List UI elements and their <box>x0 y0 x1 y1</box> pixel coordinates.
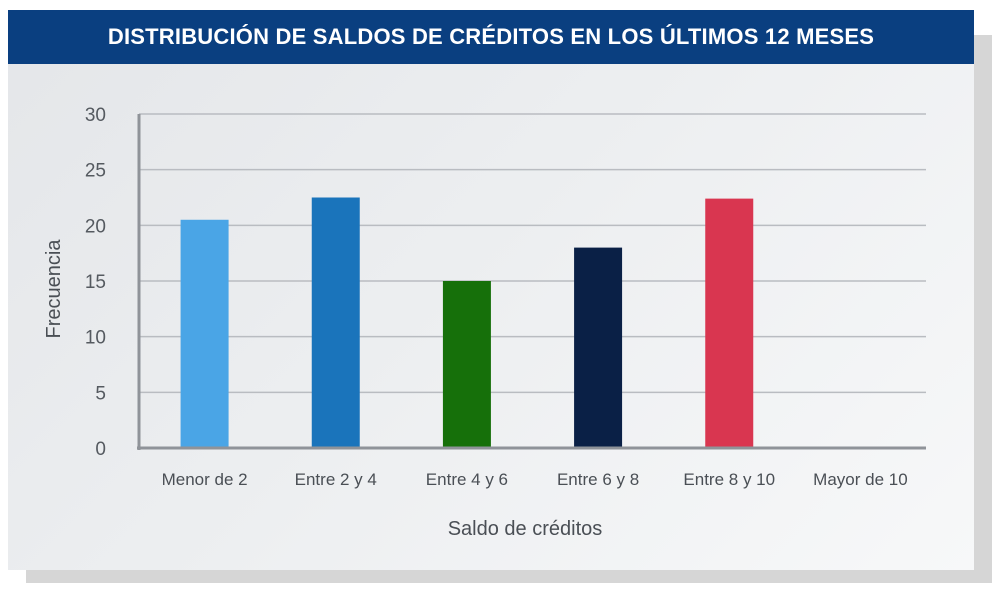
bar-3 <box>442 281 491 448</box>
x-tick-label: Entre 6 y 8 <box>557 470 639 489</box>
y-tick-label: 15 <box>85 272 106 293</box>
x-tick-label: Mayor de 10 <box>813 470 908 489</box>
y-tick-label: 5 <box>95 383 106 404</box>
axes <box>137 114 926 450</box>
chart-card: DISTRIBUCIÓN DE SALDOS DE CRÉDITOS EN LO… <box>8 10 974 570</box>
x-axis-title: Saldo de créditos <box>448 518 603 540</box>
x-tick-labels: Menor de 2 Entre 2 y 4 Entre 4 y 6 Entre 6 … <box>162 470 908 489</box>
x-tick-label: Entre 4 y 6 <box>426 470 508 489</box>
y-tick-label: 25 <box>85 161 106 182</box>
bar-chart: 0 5 10 15 20 25 30 Menor de 2 Entre 2 y 4 Entre … <box>43 105 926 540</box>
bar-2 <box>311 197 360 448</box>
y-tick-label: 30 <box>85 105 106 126</box>
chart-title: DISTRIBUCIÓN DE SALDOS DE CRÉDITOS EN LO… <box>8 10 974 64</box>
bars <box>180 197 754 448</box>
y-axis-title: Frecuencia <box>43 239 65 339</box>
bar-5 <box>705 198 754 448</box>
y-tick-labels: 0 5 10 15 20 25 30 <box>85 105 106 460</box>
x-tick-label: Entre 2 y 4 <box>295 470 377 489</box>
y-tick-label: 10 <box>85 328 106 349</box>
y-tick-label: 20 <box>85 216 106 237</box>
y-tick-label: 0 <box>95 439 106 460</box>
x-tick-label: Menor de 2 <box>162 470 248 489</box>
gridlines <box>139 113 926 394</box>
x-tick-label: Entre 8 y 10 <box>683 470 775 489</box>
bar-4 <box>574 247 623 448</box>
bar-1 <box>180 219 229 448</box>
